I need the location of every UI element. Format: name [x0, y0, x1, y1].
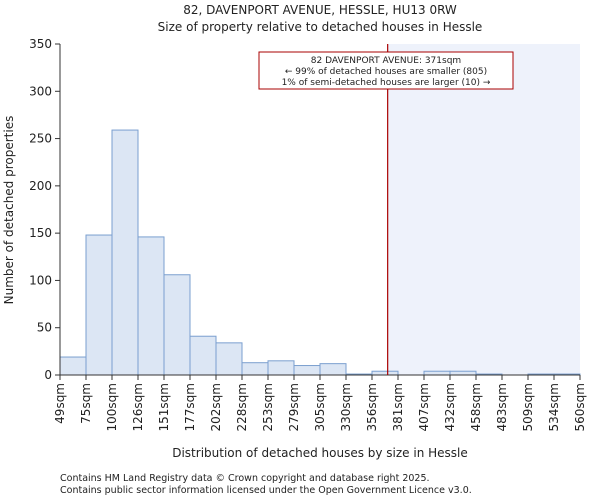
x-tick-label: 49sqm: [53, 383, 67, 424]
y-tick-label: 0: [44, 368, 52, 382]
x-tick-label: 560sqm: [573, 383, 587, 431]
bar-305sqm: [319, 363, 347, 376]
footer-line-1: Contains HM Land Registry data © Crown c…: [60, 473, 430, 484]
bar-253sqm: [267, 360, 295, 376]
bar-151sqm: [163, 274, 191, 376]
y-tick-label: 250: [29, 132, 52, 146]
y-tick-label: 100: [29, 273, 52, 287]
chart-title-line2: Size of property relative to detached ho…: [158, 20, 483, 34]
y-tick-label: 50: [37, 321, 52, 335]
x-tick-label: 509sqm: [521, 383, 535, 431]
y-axis-label: Number of detached properties: [2, 116, 16, 305]
annotation-box: [258, 51, 514, 90]
chart-title-line1: 82, DAVENPORT AVENUE, HESSLE, HU13 0RW: [183, 3, 457, 17]
footer-line-2: Contains public sector information licen…: [60, 485, 472, 496]
x-tick-label: 75sqm: [79, 383, 93, 424]
x-tick-label: 330sqm: [339, 383, 353, 431]
x-tick-label: 126sqm: [131, 383, 145, 431]
x-tick-label: 177sqm: [183, 383, 197, 431]
x-tick-label: 407sqm: [417, 383, 431, 431]
y-tick-label: 200: [29, 179, 52, 193]
annotation-line-1: 82 DAVENPORT AVENUE: 371sqm: [311, 56, 461, 66]
x-tick-label: 534sqm: [547, 383, 561, 431]
x-tick-label: 228sqm: [235, 383, 249, 431]
x-tick-label: 279sqm: [287, 383, 301, 431]
bar-202sqm: [215, 342, 243, 376]
y-tick-label: 300: [29, 84, 52, 98]
x-tick-label: 100sqm: [105, 383, 119, 431]
x-tick-label: 253sqm: [261, 383, 275, 431]
x-tick-label: 432sqm: [443, 383, 457, 431]
annotation-line-2: ← 99% of detached houses are smaller (80…: [285, 67, 487, 77]
bar-228sqm: [241, 362, 269, 376]
y-tick-label: 350: [29, 37, 52, 51]
bar-407sqm: [423, 370, 451, 376]
bar-49sqm: [59, 356, 87, 376]
x-tick-label: 151sqm: [157, 383, 171, 431]
bar-75sqm: [85, 234, 113, 376]
x-tick-label: 305sqm: [313, 383, 327, 431]
annotation-line-3: 1% of semi-detached houses are larger (1…: [282, 78, 491, 88]
bar-356sqm: [371, 370, 399, 376]
x-axis-label: Distribution of detached houses by size …: [172, 446, 468, 460]
bar-100sqm: [111, 129, 139, 376]
bar-279sqm: [293, 365, 321, 376]
x-tick-label: 356sqm: [365, 383, 379, 431]
x-tick-label: 202sqm: [209, 383, 223, 431]
highlight-region: [387, 44, 580, 375]
y-tick-label: 150: [29, 226, 52, 240]
x-tick-label: 381sqm: [391, 383, 405, 431]
x-tick-label: 458sqm: [469, 383, 483, 431]
bar-177sqm: [189, 335, 217, 376]
bar-126sqm: [137, 236, 165, 376]
bar-432sqm: [449, 370, 477, 376]
x-tick-label: 483sqm: [495, 383, 509, 431]
